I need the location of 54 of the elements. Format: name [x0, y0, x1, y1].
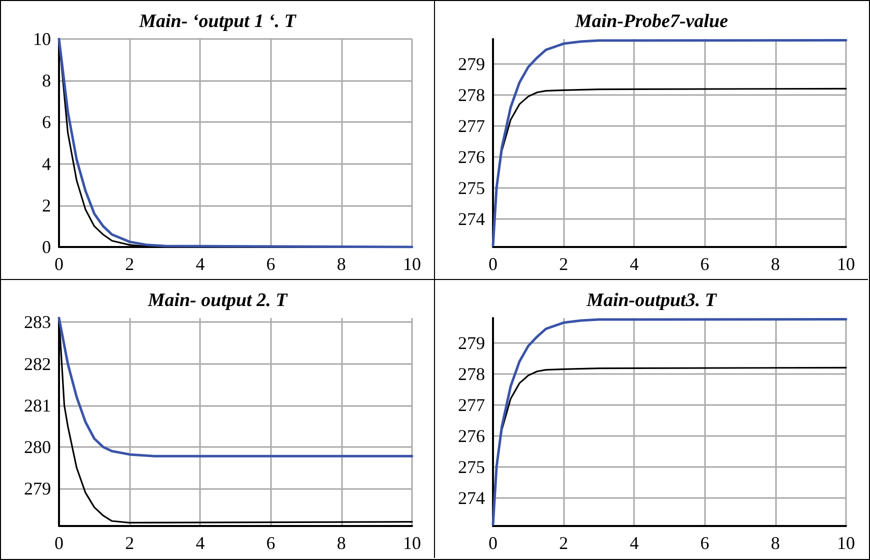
x-tick-label: 2: [125, 254, 134, 274]
x-tick-label: 6: [700, 254, 710, 274]
x-tick-label: 10: [837, 254, 855, 274]
y-tick-label: 279: [458, 332, 485, 353]
y-tick-label: 274: [458, 209, 485, 230]
y-tick-label: 278: [458, 364, 485, 384]
x-tick-label: 8: [770, 254, 780, 274]
y-tick-label: 280: [24, 436, 51, 457]
x-tick-label: 8: [336, 533, 346, 553]
x-tick-label: 10: [403, 254, 421, 274]
y-tick-label: 283: [24, 312, 51, 332]
y-tick-label: 274: [458, 488, 485, 508]
y-tick-label: 279: [24, 478, 51, 499]
line-series: [492, 38, 848, 247]
x-tick-label: 10: [403, 533, 421, 553]
y-tick-label: 4: [42, 154, 51, 174]
y-tick-label: 275: [458, 457, 485, 478]
x-tick-label: 0: [488, 254, 498, 274]
y-tick-label: 10: [33, 29, 51, 49]
x-tick-label: 0: [54, 254, 64, 274]
chart-title: Main-Probe7-value: [574, 11, 729, 32]
x-tick-label: 8: [336, 254, 346, 274]
x-tick-label: 4: [630, 254, 639, 274]
x-tick-label: 4: [196, 533, 205, 553]
y-tick-label: 8: [42, 70, 51, 91]
x-tick-label: 0: [54, 533, 64, 553]
line-series: [58, 316, 414, 458]
y-tick-label: 277: [458, 116, 485, 136]
y-tick-label: 0: [42, 237, 51, 257]
y-tick-label: 276: [458, 146, 485, 167]
line-series: [492, 318, 848, 526]
x-tick-label: 2: [125, 533, 134, 553]
chart-title: Main- output 2. T: [146, 290, 289, 311]
chart-title: Main-output3. T: [586, 290, 718, 311]
y-tick-label: 281: [24, 395, 51, 416]
x-tick-label: 6: [266, 533, 276, 553]
x-tick-label: 4: [630, 533, 639, 553]
y-tick-label: 277: [458, 394, 485, 415]
x-tick-label: 6: [266, 254, 276, 274]
y-tick-label: 2: [42, 195, 51, 216]
y-tick-label: 6: [42, 112, 51, 132]
y-tick-label: 276: [458, 426, 485, 446]
chart-title: Main- ‘output 1 ‘. T: [138, 11, 298, 32]
x-tick-label: 0: [488, 533, 498, 553]
x-tick-label: 4: [196, 254, 205, 274]
x-tick-label: 10: [837, 533, 855, 553]
x-tick-label: 2: [559, 533, 568, 553]
y-tick-label: 278: [458, 84, 485, 105]
y-tick-label: 279: [458, 54, 485, 74]
x-tick-label: 6: [700, 533, 710, 553]
x-tick-label: 2: [559, 254, 568, 274]
x-tick-label: 8: [770, 533, 780, 553]
y-tick-label: 282: [24, 354, 51, 374]
y-tick-label: 275: [458, 178, 485, 198]
